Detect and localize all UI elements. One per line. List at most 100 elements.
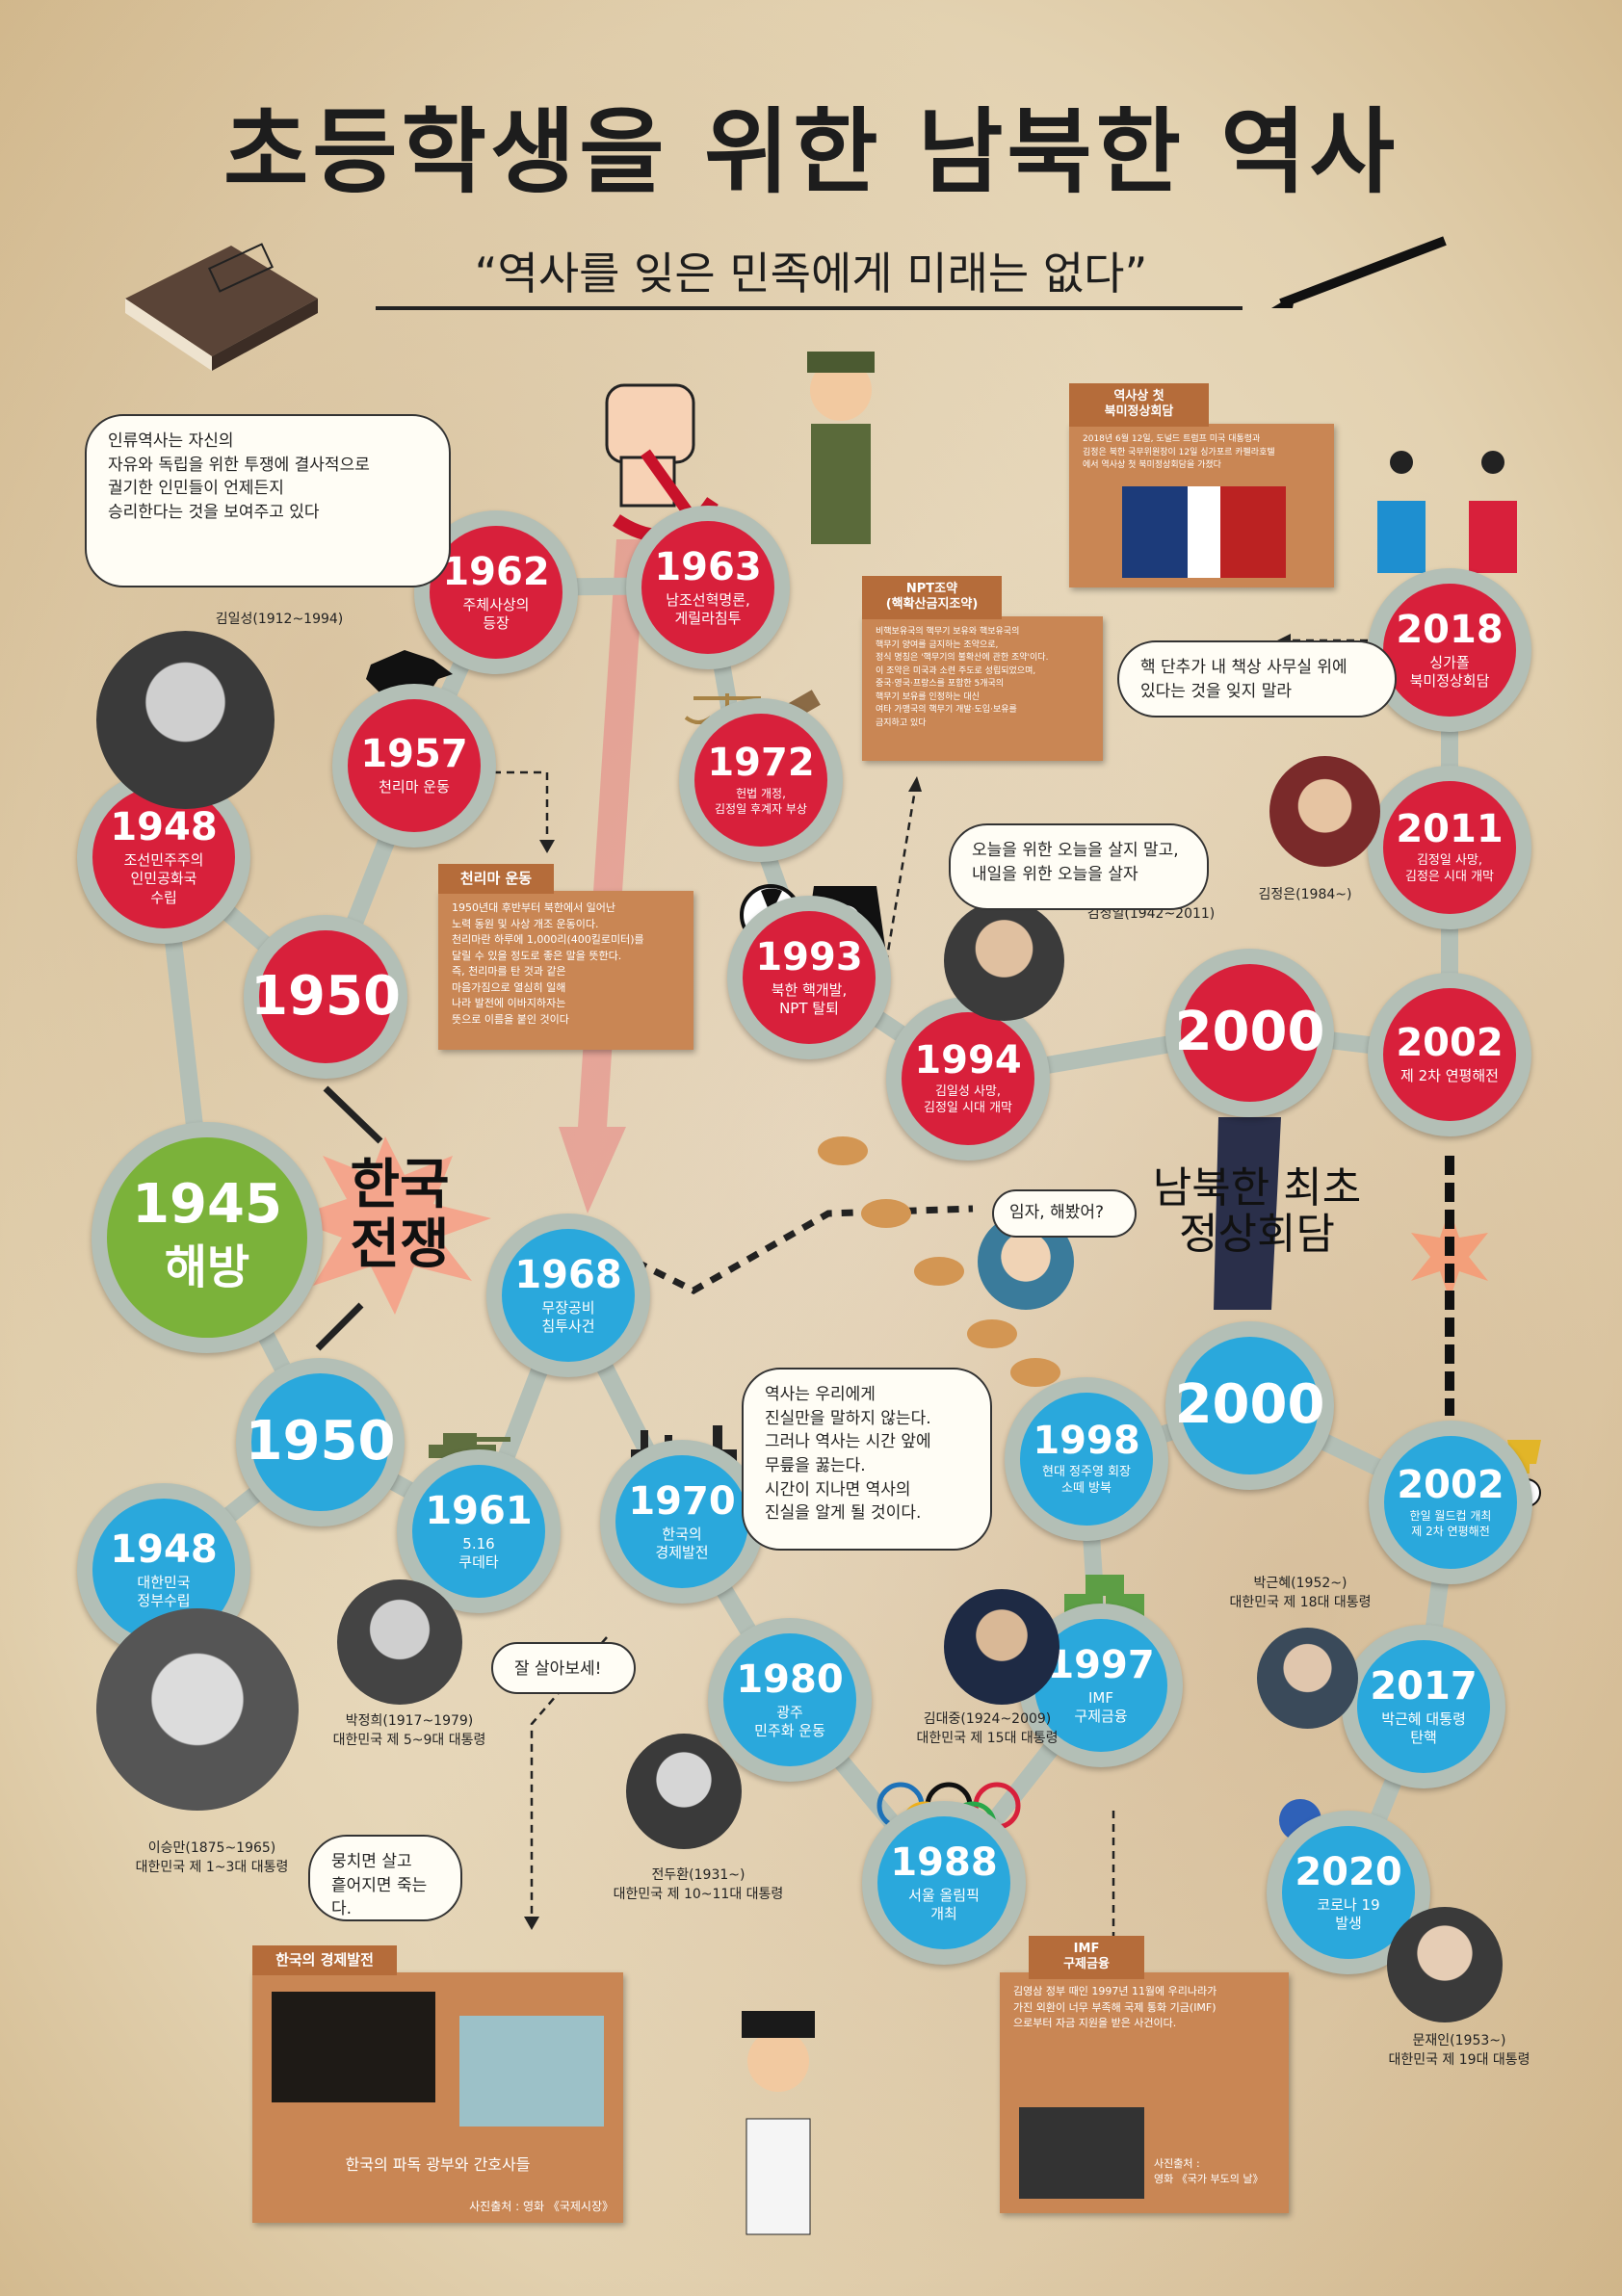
title-underline: [376, 306, 1243, 310]
park-geun-hye-caption: 박근혜(1952~) 대한민국 제 18대 대통령: [1229, 1576, 1372, 1610]
imf-info-box: IMF 구제금융 김영삼 정부 때인 1997년 11월에 우리나라가 가진 외…: [1000, 1936, 1289, 2213]
police-icon: [742, 2011, 815, 2235]
chun-doo-hwan-photo: [626, 1734, 742, 1849]
miners-photo: [272, 1992, 435, 2102]
info-body: 2018년 6월 12일, 도널드 트럼프 미국 대통령과 김정은 북한 국무위…: [1083, 434, 1275, 470]
chung-ju-yung-quote: 임자, 해봤어?: [992, 1189, 1137, 1238]
node-year: 2011: [1396, 807, 1504, 852]
south-node-2017: 2017 박근혜 대통령 탄핵: [1342, 1625, 1505, 1788]
node-label: 박근혜 대통령 탄핵: [1381, 1709, 1466, 1747]
node-year: 1948: [110, 804, 218, 849]
node-label: 싱가폴 북미정상회담: [1409, 653, 1490, 691]
fist-icon: [605, 383, 695, 508]
south-node-1950: 1950: [236, 1358, 405, 1526]
node-year: 1970: [628, 1478, 736, 1524]
dmz-dotted-line: [634, 1205, 974, 1294]
summit-photo: [1122, 486, 1286, 578]
background-arrow: [559, 539, 645, 1213]
node-year: 1968: [514, 1252, 622, 1297]
north-node-2002: 2002 제 2차 연평해전: [1368, 973, 1531, 1136]
page-title: 초등학생을 위한 남북한 역사: [222, 98, 1400, 206]
south-node-1968: 1968 무장공비 침투사건: [486, 1213, 650, 1377]
node-year: 1963: [654, 544, 762, 589]
north-node-2011: 2011 김정일 사망, 김정은 시대 개막: [1368, 766, 1531, 929]
summit-line2: 정상회담: [1179, 1210, 1335, 1260]
info-title: NPT조약 (핵확산금지조약): [862, 576, 1002, 619]
park-chung-hee-caption: 박정희(1917~1979) 대한민국 제 5~9대 대통령: [332, 1713, 486, 1748]
korean-war-label: 한국 전쟁: [323, 1156, 477, 1274]
node-label: 북한 핵개발, NPT 탈퇴: [771, 980, 848, 1018]
node-year: 2018: [1396, 607, 1504, 652]
info-title: 천리마 운동: [438, 864, 554, 894]
moon-jae-in-caption: 문재인(1953~) 대한민국 제 19대 대통령: [1388, 2033, 1530, 2068]
kim-dae-jung-photo: [944, 1589, 1060, 1705]
podium-icon: [1377, 451, 1517, 573]
node-year: 2017: [1370, 1663, 1478, 1709]
info-title: 역사상 첫 북미정상회담: [1069, 383, 1209, 427]
imf-photo: [1019, 2107, 1144, 2199]
south-node-2002: 2002 한일 월드컵 개최 제 2차 연평해전: [1369, 1421, 1532, 1584]
north-node-1963: 1963 남조선혁명론, 게릴라침투: [626, 506, 790, 669]
node-label: 주체사상의 등장: [462, 595, 530, 633]
south-node-2000: 2000: [1165, 1321, 1334, 1490]
node-label: 해방: [164, 1240, 250, 1295]
node-label: 한일 월드컵 개최 제 2차 연평해전: [1409, 1509, 1492, 1538]
node-label: 제 2차 연평해전: [1400, 1067, 1499, 1085]
node-year: 2002: [1396, 1021, 1504, 1066]
node-label: 코로나 19 발생: [1317, 1895, 1380, 1933]
node-year: 1945: [132, 1173, 282, 1237]
south-node-1988: 1988 서울 올림픽 개최: [862, 1801, 1026, 1965]
info-title: IMF 구제금융: [1029, 1936, 1144, 1979]
node-label: 김일성 사망, 김정일 시대 개막: [924, 1084, 1012, 1115]
park-chung-hee-quote: 잘 살아보세!: [491, 1642, 636, 1694]
node-year: 2020: [1295, 1849, 1402, 1894]
node-label: 대한민국 정부수립: [137, 1573, 191, 1610]
nurses-photo: [459, 2016, 604, 2126]
node-label: 김정일 사망, 김정은 시대 개막: [1405, 853, 1494, 884]
dashed-arrows: [493, 639, 1368, 1955]
summit-info-box: 역사상 첫 북미정상회담 2018년 6월 12일, 도널드 트럼프 미국 대통…: [1069, 383, 1334, 587]
node-year: 2000: [1174, 1373, 1325, 1437]
book-icon: [125, 243, 318, 371]
node-label: 천리마 운동: [379, 778, 450, 796]
kim-dae-jung-quote: 역사는 우리에게 진실만을 말하지 않는다. 그러나 역사는 시간 앞에 무릎을…: [742, 1368, 992, 1551]
imf-source: 사진출처 : 영화 《국가 부도의 날》: [1154, 2157, 1264, 2185]
node-label: 무장공비 침투사건: [541, 1298, 595, 1336]
kim-jong-il-quote: 오늘을 위한 오늘을 살지 말고, 내일을 위한 오늘을 살자: [949, 823, 1209, 910]
node-label: 남조선혁명론, 게릴라침투: [666, 590, 750, 628]
node-label: 광주 민주화 운동: [754, 1703, 825, 1740]
info-title: 한국의 경제발전: [252, 1945, 397, 1975]
node-label: 5.16 쿠데타: [458, 1534, 499, 1572]
kim-dae-jung-caption: 김대중(1924~2009) 대한민국 제 15대 대통령: [916, 1711, 1059, 1746]
kim-jong-il-caption: 김정일(1942~2011): [1086, 906, 1216, 922]
park-chung-hee-photo: [337, 1579, 462, 1705]
node-year: 1994: [914, 1038, 1022, 1083]
npt-info-box: NPT조약 (핵확산금지조약) 비핵보유국의 핵무기 보유와 핵보유국의 핵무기…: [862, 576, 1103, 761]
economy-caption: 한국의 파독 광부와 간호사들: [345, 2155, 531, 2174]
pen-icon: [1271, 236, 1447, 308]
kim-il-sung-quote: 인류역사는 자신의 자유와 독립을 위한 투쟁에 결사적으로 궐기한 인민들이 …: [85, 414, 451, 587]
kim-jong-il-photo: [944, 900, 1064, 1021]
south-node-1970: 1970 한국의 경제발전: [600, 1440, 764, 1604]
node-year: 1993: [755, 934, 863, 979]
node-year: 2002: [1397, 1463, 1504, 1508]
node-year: 1962: [442, 549, 550, 594]
node-label: 헌법 개정, 김정일 후계자 부상: [715, 787, 807, 816]
economy-info-box: 한국의 경제발전 한국의 파독 광부와 간호사들 사진출처 : 영화 《국제시장…: [252, 1945, 623, 2223]
kim-il-sung-caption: 김일성(1912~1994): [215, 612, 344, 627]
north-node-1993: 1993 북한 핵개발, NPT 탈퇴: [727, 896, 891, 1059]
summit-line1: 남북한 최초: [1152, 1163, 1362, 1213]
node-year: 1950: [250, 964, 401, 1028]
war-explosion: [289, 1136, 491, 1315]
moon-jae-in-photo: [1387, 1907, 1503, 2022]
war-line1: 한국: [350, 1154, 450, 1216]
first-summit-label: 남북한 최초 정상회담: [1127, 1163, 1387, 1260]
node-1945-liberation: 1945 해방: [92, 1122, 323, 1353]
north-node-2018: 2018 싱가폴 북미정상회담: [1368, 568, 1531, 732]
node-label: IMF 구제금융: [1074, 1688, 1128, 1726]
north-node-2000: 2000: [1165, 949, 1334, 1117]
park-geun-hye-photo: [1257, 1628, 1358, 1729]
north-node-1994: 1994 김일성 사망, 김정일 시대 개막: [886, 997, 1050, 1161]
syngman-rhee-quote: 뭉치면 살고 흩어지면 죽는다.: [308, 1835, 462, 1921]
node-year: 1950: [245, 1410, 396, 1474]
